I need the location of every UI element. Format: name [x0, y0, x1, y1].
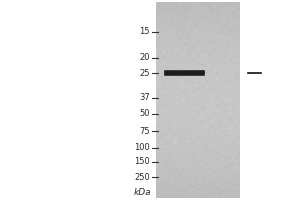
- Text: 20: 20: [140, 53, 150, 62]
- FancyBboxPatch shape: [164, 70, 205, 76]
- Text: 100: 100: [134, 144, 150, 152]
- Text: 37: 37: [139, 94, 150, 102]
- Text: 25: 25: [140, 68, 150, 77]
- Text: 250: 250: [134, 172, 150, 182]
- Text: kDa: kDa: [134, 188, 152, 197]
- Text: 50: 50: [140, 110, 150, 118]
- Text: 15: 15: [140, 27, 150, 36]
- Text: 150: 150: [134, 158, 150, 166]
- Text: 75: 75: [140, 127, 150, 136]
